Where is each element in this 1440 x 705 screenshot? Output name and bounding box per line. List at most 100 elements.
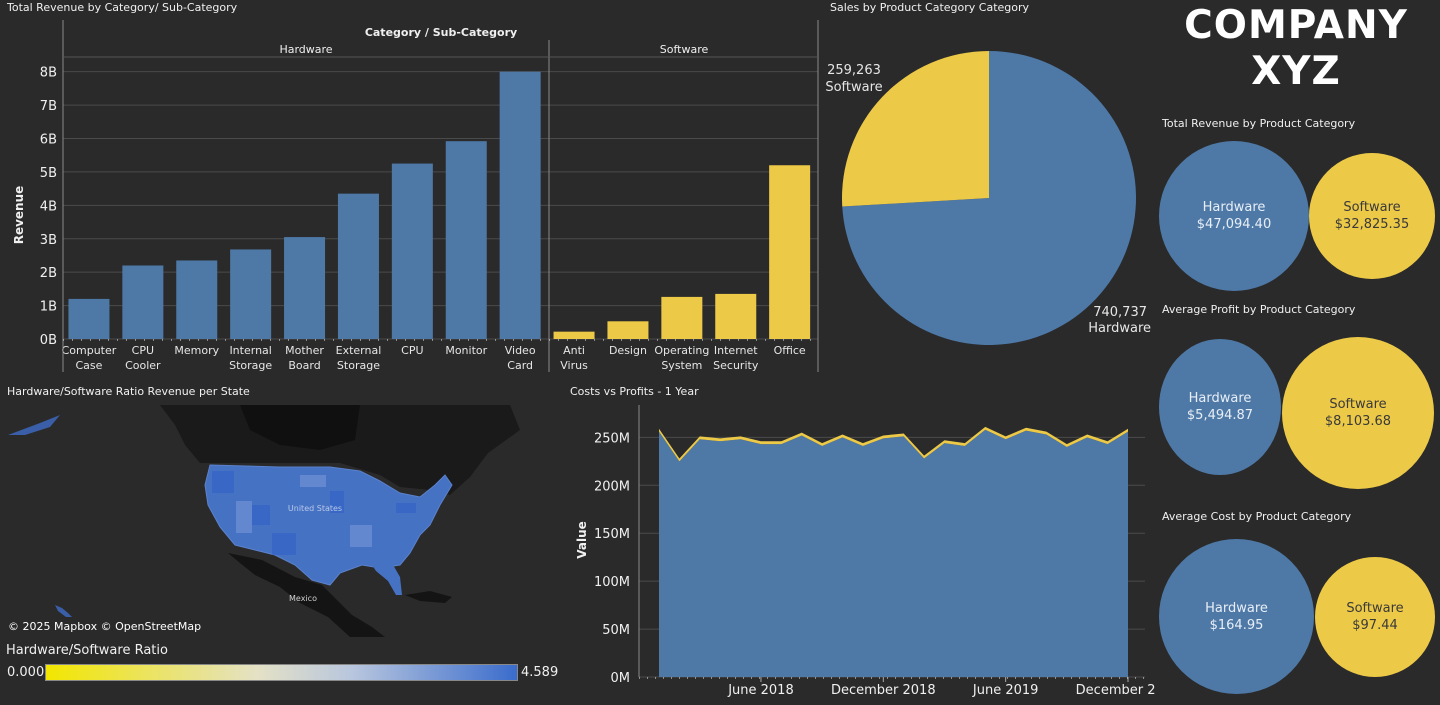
costs-profits-area-chart: Value 0M 50M 100M 150M 200M 250M June 2018 Dec… — [575, 405, 1155, 698]
bar-x-tick-line: Office — [774, 344, 806, 357]
area-chart-title: Costs vs Profits - 1 Year — [570, 385, 699, 398]
pie-label-software-value: 259,263 — [827, 63, 881, 78]
map-florida — [372, 563, 402, 595]
bar-x-tick-label: Design — [609, 344, 647, 357]
area-y-tick-label: 200M — [594, 479, 630, 494]
bar-x-tick-line: CPU — [401, 344, 423, 357]
company-logo-line-2: XYZ — [1251, 49, 1341, 94]
bar-design[interactable] — [607, 321, 649, 339]
bar-internet-security[interactable] — [715, 293, 757, 339]
bubble-value: $47,094.40 — [1196, 217, 1272, 232]
pie-slice-software[interactable] — [842, 51, 989, 207]
bar-x-tick-line: System — [661, 359, 702, 372]
map-label-mexico: Mexico — [289, 594, 317, 603]
bar-x-tick-line: CPU — [132, 344, 154, 357]
map-state-shading — [212, 471, 416, 555]
bubble-label: Hardware — [1202, 200, 1266, 215]
bar-x-tick-label: Operating System — [654, 344, 709, 372]
bar-chart-title: Total Revenue by Category/ Sub-Category — [7, 1, 238, 14]
bar-cpu-cooler[interactable] — [122, 265, 164, 339]
bar-y-tick-label: 8B — [40, 66, 57, 81]
area-series-profit[interactable] — [659, 426, 1128, 462]
bar-x-tick-label: Memory — [174, 344, 219, 357]
map-legend-gradient — [45, 664, 518, 681]
bar-anti-virus[interactable] — [553, 331, 595, 339]
bar-office[interactable] — [769, 165, 811, 339]
bar-y-tick-label: 5B — [40, 166, 57, 181]
bar-mother-board[interactable] — [284, 237, 326, 339]
bar-y-tick-label: 6B — [40, 133, 57, 148]
company-logo-line-1: COMPANY — [1184, 3, 1408, 48]
bar-x-tick-label: Monitor — [445, 344, 487, 357]
map-legend-min: 0.000 — [7, 665, 45, 680]
map-label-united-states: United States — [288, 504, 342, 513]
bar-x-tick-line: Operating — [654, 344, 709, 357]
bar-group-software: Software — [660, 43, 709, 56]
bar-chart-y-axis-label: Revenue — [12, 186, 26, 245]
bar-y-tick-label: 3B — [40, 233, 57, 248]
area-series-cost[interactable] — [659, 429, 1128, 677]
bar-x-tick-label: Computer Case — [62, 344, 117, 372]
bar-x-tick-label: Video Card — [505, 344, 536, 372]
bubble-value: $8,103.68 — [1324, 414, 1392, 429]
bubble-label: Hardware — [1188, 391, 1252, 406]
ratio-map[interactable]: United States Mexico — [0, 405, 560, 637]
map-united-states[interactable] — [204, 464, 453, 586]
bar-group-hardware: Hardware — [279, 43, 332, 56]
bar-x-tick-label: Office — [774, 344, 806, 357]
revenue-bubble-software[interactable]: Software $32,825.35 — [1309, 153, 1435, 279]
bar-x-tick-line: Memory — [174, 344, 219, 357]
area-x-tick-label: June 2019 — [972, 683, 1039, 698]
bar-external-storage[interactable] — [337, 193, 379, 339]
cost-bubble-software[interactable]: Software $97.44 — [1315, 557, 1435, 677]
bar-y-tick-label: 7B — [40, 99, 57, 114]
bar-x-tick-label: Internal Storage — [229, 344, 272, 372]
revenue-bubble-hardware[interactable]: Hardware $47,094.40 — [1159, 141, 1309, 291]
bar-x-tick-line: Computer — [62, 344, 117, 357]
bar-memory[interactable] — [176, 260, 218, 339]
area-y-tick-label: 50M — [602, 623, 630, 638]
bar-operating-system[interactable] — [661, 296, 703, 339]
bar-x-tick-line: Virus — [560, 359, 588, 372]
area-x-tick-label: December 2019 — [1076, 683, 1155, 698]
bar-x-tick-line: Design — [609, 344, 647, 357]
profit-bubble-software[interactable]: Software $8,103.68 — [1282, 337, 1434, 489]
area-y-tick-label: 0M — [611, 671, 631, 686]
bar-cpu[interactable] — [391, 163, 433, 339]
area-x-tick-label: December 2018 — [831, 683, 936, 698]
map-hawaii-islands — [55, 605, 72, 617]
map-attribution[interactable]: © 2025 Mapbox © OpenStreetMap — [8, 620, 202, 633]
map-title: Hardware/Software Ratio Revenue per Stat… — [7, 385, 250, 398]
bar-x-tick-line: Storage — [337, 359, 380, 372]
bar-y-tick-label: 2B — [40, 266, 57, 281]
revenue-bar-chart: Category / Sub-Category Hardware Softwar… — [12, 20, 819, 372]
bar-x-tick-line: Card — [507, 359, 533, 372]
bar-x-tick-line: Mother — [285, 344, 324, 357]
bar-x-tick-label: CPU — [401, 344, 423, 357]
bar-internal-storage[interactable] — [230, 249, 272, 339]
bar-monitor[interactable] — [445, 141, 487, 339]
cost-bubble-hardware[interactable]: Hardware $164.95 — [1159, 539, 1314, 694]
area-chart-y-axis-label: Value — [575, 521, 589, 559]
profit-bubble-hardware[interactable]: Hardware $5,494.87 — [1159, 339, 1281, 475]
bar-y-tick-label: 1B — [40, 300, 57, 315]
map-caribbean-islands — [405, 591, 452, 603]
bar-video-card[interactable] — [499, 71, 541, 339]
pie-label-software-name: Software — [825, 80, 882, 95]
pie-chart-title: Sales by Product Category Category — [830, 1, 1030, 14]
bar-y-tick-label: 0B — [40, 333, 57, 348]
bar-x-tick-label: Anti Virus — [560, 344, 588, 372]
bar-x-tick-line: Internal — [229, 344, 271, 357]
map-mexico-landmass — [228, 553, 385, 637]
bubble-value: $5,494.87 — [1186, 408, 1254, 423]
map-legend-title: Hardware/Software Ratio — [6, 643, 168, 658]
revenue-bubbles-title: Total Revenue by Product Category — [1162, 117, 1356, 130]
company-logo: COMPANY XYZ — [1168, 0, 1424, 98]
bubble-label: Hardware — [1205, 600, 1268, 616]
bar-computer-case[interactable] — [68, 298, 110, 339]
pie-label-hardware-value: 740,737 — [1093, 305, 1147, 320]
area-y-tick-label: 100M — [594, 575, 630, 590]
pie-slice-hardware[interactable] — [842, 51, 1136, 345]
bar-x-tick-line: Storage — [229, 359, 272, 372]
